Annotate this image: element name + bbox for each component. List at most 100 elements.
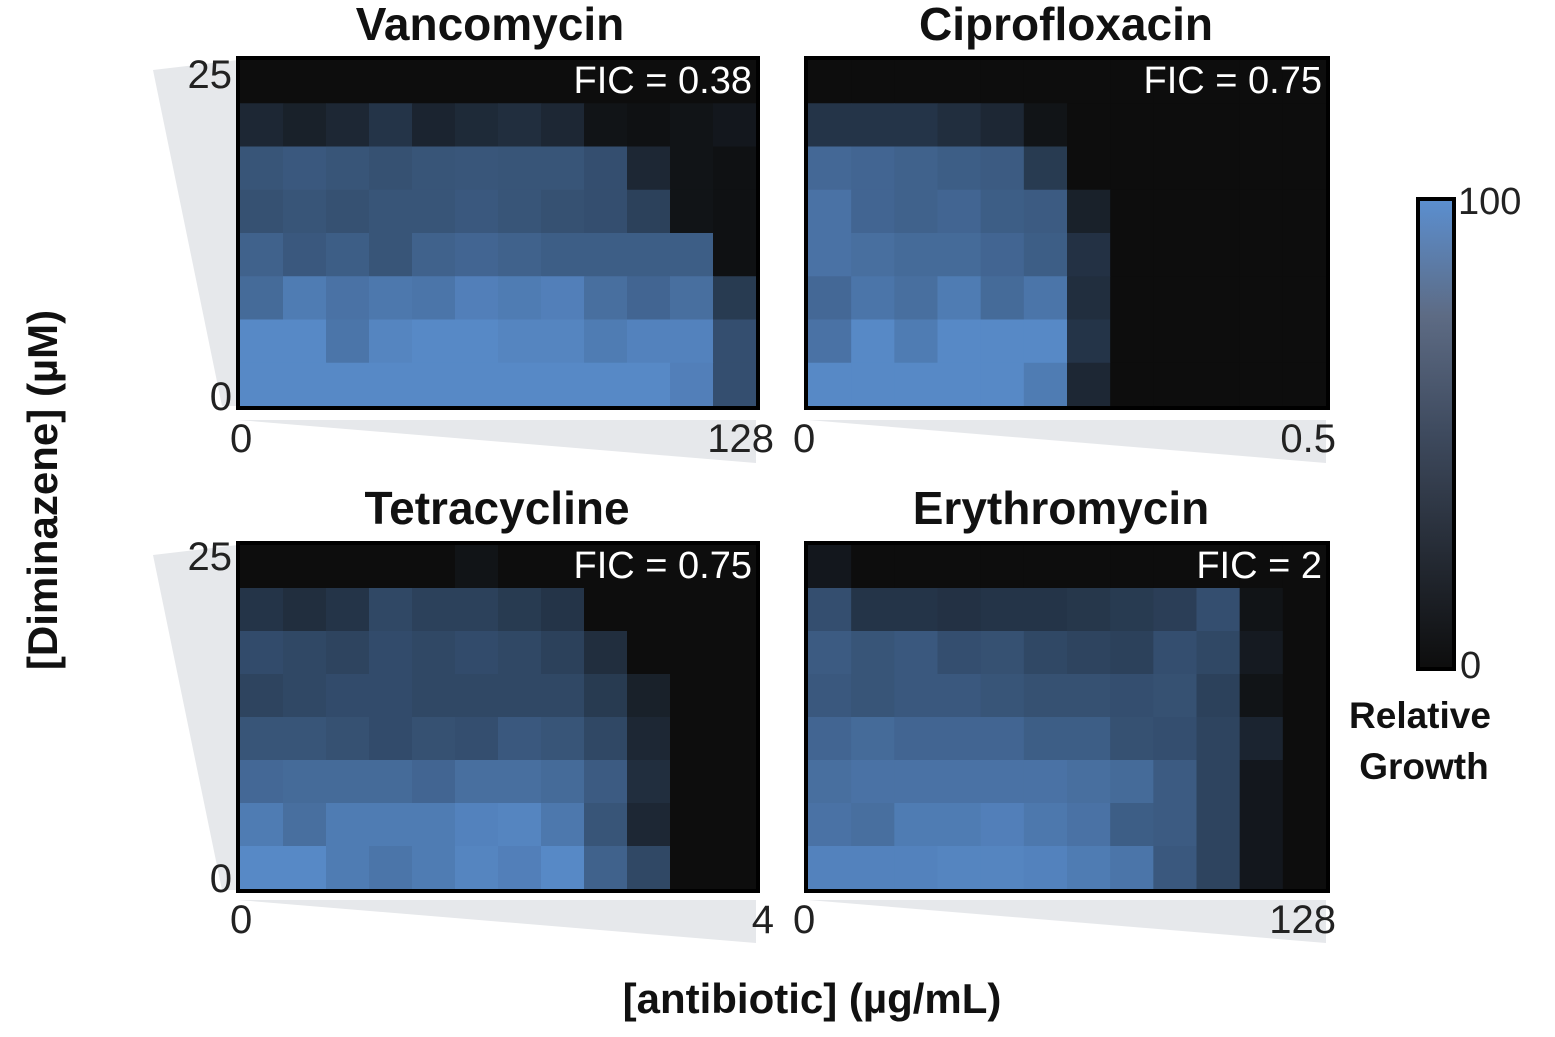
heatmap-cell: [808, 319, 852, 364]
heatmap-cell: [1282, 362, 1327, 407]
heatmap-cell: [369, 189, 413, 234]
heatmap-cell: [326, 233, 370, 277]
heatmap-cell: [1023, 319, 1068, 364]
heatmap-cell: [1023, 146, 1068, 191]
heatmap-cell: [894, 545, 939, 589]
heatmap-cell: [541, 545, 585, 589]
heatmap-cell: [1067, 146, 1111, 191]
heatmap-cell: [851, 146, 895, 191]
panel-frame: [236, 56, 760, 410]
heatmap-grid: [808, 60, 1327, 407]
heatmap-cell: [1282, 103, 1327, 148]
heatmap-cell: [541, 588, 585, 632]
heatmap-cell: [894, 189, 939, 234]
heatmap-cell: [584, 233, 628, 277]
heatmap-cell: [369, 803, 413, 847]
heatmap-cell: [894, 146, 939, 191]
heatmap-cell: [1196, 60, 1241, 104]
heatmap-cell: [670, 319, 714, 364]
heatmap-cell: [541, 631, 585, 675]
heatmap-cell: [283, 189, 327, 234]
heatmap-cell: [851, 233, 895, 277]
panel-tetracycline: Tetracycline FIC = 0.75 25 0 0 4: [153, 482, 774, 943]
heatmap-cell: [980, 233, 1025, 277]
heatmap-cell: [1110, 717, 1154, 761]
heatmap-cell: [283, 276, 327, 321]
heatmap-cell: [369, 60, 413, 104]
colorbar-min-label: 0: [1460, 645, 1481, 687]
heatmap-cell: [1282, 674, 1327, 718]
heatmap-cell: [584, 319, 628, 364]
heatmap-cell: [713, 189, 757, 234]
heatmap-cell: [1110, 760, 1154, 804]
heatmap-cell: [1110, 276, 1154, 321]
heatmap-cell: [713, 760, 757, 804]
panel-title: Ciprofloxacin: [919, 0, 1213, 50]
heatmap-cell: [670, 717, 714, 761]
heatmap-cell: [937, 760, 982, 804]
y-ramp-wedge: [153, 60, 238, 406]
panel-frame: [804, 541, 1330, 893]
heatmap-cell: [1110, 674, 1154, 718]
heatmap-cell: [1067, 674, 1111, 718]
heatmap-cell: [627, 545, 671, 589]
heatmap-cell: [240, 674, 284, 718]
heatmap-cell: [1196, 276, 1241, 321]
heatmap-cell: [412, 674, 456, 718]
heatmap-cell: [980, 276, 1025, 321]
heatmap-cell: [1239, 189, 1284, 234]
heatmap-cell: [455, 803, 499, 847]
heatmap-cell: [541, 319, 585, 364]
heatmap-cell: [851, 674, 895, 718]
heatmap-cell: [369, 233, 413, 277]
heatmap-cell: [1153, 803, 1198, 847]
heatmap-cell: [980, 545, 1025, 589]
heatmap-cell: [326, 588, 370, 632]
heatmap-cell: [326, 276, 370, 321]
heatmap-cell: [412, 362, 456, 407]
heatmap-cell: [412, 189, 456, 234]
heatmap-cell: [1023, 631, 1068, 675]
heatmap-cell: [713, 362, 757, 407]
heatmap-cell: [455, 588, 499, 632]
heatmap-cell: [412, 760, 456, 804]
heatmap-cell: [713, 588, 757, 632]
heatmap-cell: [412, 545, 456, 589]
heatmap-cell: [455, 631, 499, 675]
heatmap-cell: [894, 60, 939, 104]
heatmap-cell: [808, 362, 852, 407]
heatmap-cell: [455, 60, 499, 104]
heatmap-cell: [455, 233, 499, 277]
heatmap-cell: [851, 760, 895, 804]
heatmap-cell: [498, 545, 542, 589]
heatmap-cell: [369, 846, 413, 890]
heatmap-cell: [1153, 103, 1198, 148]
heatmap-cell: [1023, 588, 1068, 632]
heatmap-cell: [369, 631, 413, 675]
heatmap-cell: [980, 717, 1025, 761]
heatmap-cell: [713, 545, 757, 589]
heatmap-cell: [412, 146, 456, 191]
heatmap-cell: [283, 319, 327, 364]
heatmap-cell: [455, 545, 499, 589]
heatmap-cell: [240, 319, 284, 364]
heatmap-cell: [369, 319, 413, 364]
heatmap-cell: [541, 60, 585, 104]
heatmap-cell: [1282, 545, 1327, 589]
heatmap-cell: [1153, 545, 1198, 589]
heatmap-cell: [670, 588, 714, 632]
heatmap-cell: [1110, 362, 1154, 407]
heatmap-cell: [1196, 146, 1241, 191]
heatmap-cell: [1282, 631, 1327, 675]
heatmap-cell: [1067, 276, 1111, 321]
heatmap-cell: [851, 545, 895, 589]
heatmap-cell: [937, 846, 982, 890]
heatmap-cell: [713, 276, 757, 321]
heatmap-cell: [1282, 146, 1327, 191]
heatmap-cell: [1110, 60, 1154, 104]
heatmap-cell: [894, 362, 939, 407]
heatmap-cell: [1110, 545, 1154, 589]
heatmap-cell: [412, 803, 456, 847]
heatmap-cell: [980, 631, 1025, 675]
heatmap-cell: [541, 189, 585, 234]
